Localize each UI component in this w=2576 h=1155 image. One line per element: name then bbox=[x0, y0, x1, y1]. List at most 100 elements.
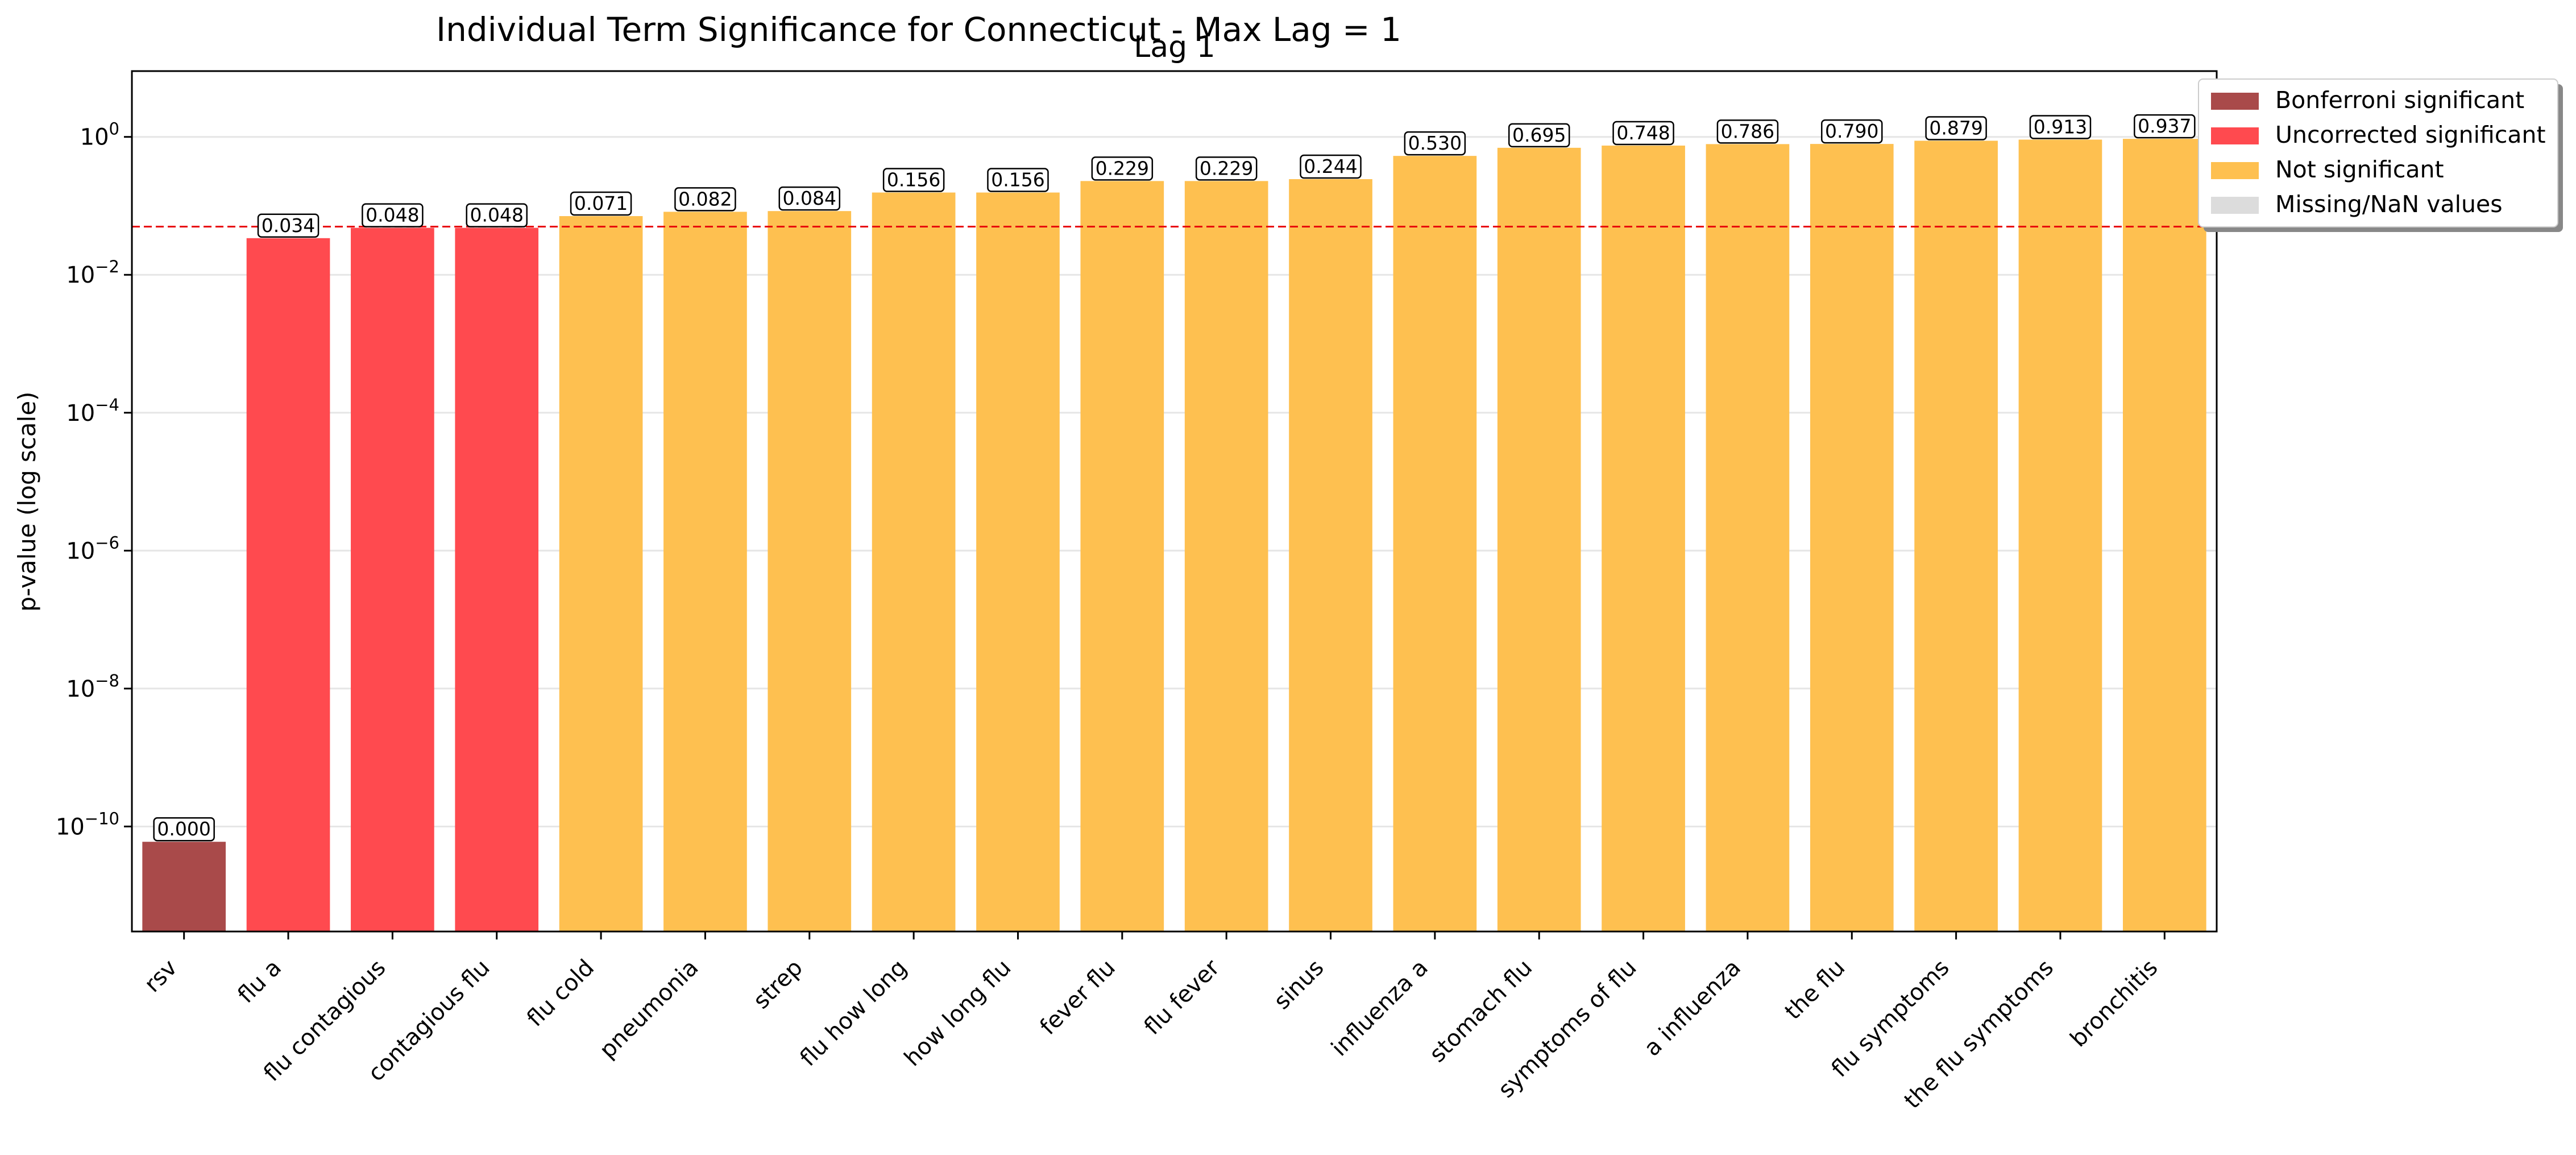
value-label-box bbox=[570, 191, 632, 216]
x-tick-label: flu fever bbox=[1139, 954, 1225, 1040]
value-label-box bbox=[1300, 154, 1362, 179]
value-label: 0.790 bbox=[1825, 120, 1878, 142]
value-label: 0.695 bbox=[1512, 124, 1566, 146]
x-tick-label: flu a bbox=[233, 955, 287, 1009]
plot-frame bbox=[131, 70, 2218, 933]
x-tick-label: sinus bbox=[1269, 955, 1329, 1015]
bar bbox=[246, 238, 330, 932]
x-tick-label: how long flu bbox=[899, 955, 1017, 1072]
bar bbox=[1914, 140, 1998, 932]
bar bbox=[142, 842, 226, 932]
y-tick-label: 10−8 bbox=[66, 671, 119, 702]
value-label-box bbox=[1404, 131, 1466, 156]
bar bbox=[559, 216, 643, 932]
legend-label: Bonferroni significant bbox=[2275, 86, 2524, 114]
bar bbox=[663, 212, 747, 932]
y-axis-label: p-value (log scale) bbox=[13, 391, 41, 611]
y-tick-label: 100 bbox=[80, 119, 119, 151]
value-labels: 0.000 0.034 0.048 0.048 0.071 0.082 0.084 0.156… bbox=[153, 114, 2196, 842]
bar bbox=[1393, 156, 1477, 932]
bar bbox=[1497, 147, 1581, 932]
y-tick-label: 10−2 bbox=[66, 257, 119, 288]
x-tick-label: influenza a bbox=[1326, 955, 1433, 1062]
legend-swatch bbox=[2211, 93, 2259, 110]
bar bbox=[351, 227, 434, 932]
x-tick-label: stomach flu bbox=[1425, 955, 1538, 1068]
x-tick-label: rsv bbox=[139, 955, 182, 998]
value-label-box bbox=[1091, 156, 1154, 181]
value-label-box bbox=[1508, 123, 1570, 148]
bar bbox=[455, 227, 539, 932]
value-label: 0.156 bbox=[887, 169, 940, 191]
y-tick-label: 10−4 bbox=[66, 395, 119, 427]
value-label: 0.937 bbox=[2138, 115, 2191, 137]
legend-items: Bonferroni significant Uncorrected signif… bbox=[2211, 86, 2546, 218]
bar bbox=[768, 211, 852, 932]
legend-label: Uncorrected significant bbox=[2275, 121, 2546, 148]
x-tick-label: the flu bbox=[1780, 955, 1851, 1025]
legend: Bonferroni significant Uncorrected signif… bbox=[2198, 78, 2563, 232]
bar bbox=[1184, 181, 1268, 932]
value-label-box bbox=[674, 187, 736, 212]
bar bbox=[872, 192, 956, 932]
value-label-box bbox=[1821, 119, 1883, 144]
legend-swatch bbox=[2211, 162, 2259, 179]
legend-swatch bbox=[2211, 197, 2259, 214]
bar bbox=[1289, 179, 1372, 932]
value-label-box bbox=[1716, 119, 1779, 144]
value-label: 0.244 bbox=[1304, 155, 1357, 177]
value-label: 0.229 bbox=[1096, 157, 1149, 179]
bar bbox=[2122, 139, 2206, 932]
chart-subtitle: Lag 1 bbox=[1134, 30, 1215, 64]
x-tick-label: a influenza bbox=[1639, 955, 1746, 1062]
y-tick-label: 10−10 bbox=[56, 809, 119, 840]
value-label-box bbox=[778, 186, 841, 211]
value-label: 0.034 bbox=[262, 214, 315, 237]
x-tick-label: flu cold bbox=[522, 955, 599, 1032]
bars bbox=[142, 139, 2206, 932]
value-label-box bbox=[257, 213, 320, 238]
legend-swatch bbox=[2211, 127, 2259, 144]
value-label: 0.082 bbox=[678, 188, 732, 210]
value-label: 0.786 bbox=[1721, 120, 1774, 142]
x-tick-label: pneumonia bbox=[595, 955, 704, 1064]
x-tick-label: flu how long bbox=[795, 955, 912, 1072]
value-label: 0.530 bbox=[1408, 132, 1462, 154]
value-label: 0.879 bbox=[1929, 117, 1982, 139]
value-label-box bbox=[2134, 114, 2196, 139]
bar bbox=[1706, 144, 1790, 932]
x-tick-label: bronchitis bbox=[2065, 955, 2163, 1053]
bar bbox=[1810, 144, 1894, 932]
y-axis-ticks: 100 10−2 10−4 10−6 10−8 10−10 bbox=[56, 119, 132, 840]
y-tick-label: 10−6 bbox=[66, 533, 119, 564]
bar bbox=[2018, 139, 2102, 932]
value-label: 0.156 bbox=[991, 169, 1044, 191]
grid-lines bbox=[132, 136, 2217, 827]
value-label-box bbox=[987, 168, 1049, 192]
bar bbox=[1080, 181, 1164, 932]
legend-label: Missing/NaN values bbox=[2275, 191, 2503, 218]
value-label: 0.748 bbox=[1616, 122, 1670, 144]
value-label-box bbox=[362, 203, 424, 227]
x-tick-label: fever flu bbox=[1035, 955, 1121, 1040]
value-label: 0.913 bbox=[2034, 116, 2087, 138]
legend-box bbox=[2198, 78, 2558, 227]
value-label-box bbox=[1612, 121, 1674, 146]
chart-title: Individual Term Significance for Connect… bbox=[436, 10, 1401, 49]
value-label-box bbox=[882, 168, 945, 192]
value-label-box bbox=[153, 817, 215, 842]
legend-label: Not significant bbox=[2275, 156, 2444, 183]
bar bbox=[1602, 146, 1685, 932]
value-label-box bbox=[1925, 116, 1987, 140]
value-label-box bbox=[1195, 156, 1258, 181]
value-label: 0.084 bbox=[783, 187, 836, 209]
value-label-box bbox=[466, 203, 528, 227]
bar bbox=[976, 192, 1060, 932]
x-tick-label: strep bbox=[748, 955, 808, 1015]
value-label: 0.048 bbox=[366, 204, 419, 226]
value-label-box bbox=[2029, 115, 2092, 139]
value-label: 0.048 bbox=[470, 204, 523, 226]
value-label: 0.000 bbox=[157, 818, 210, 840]
